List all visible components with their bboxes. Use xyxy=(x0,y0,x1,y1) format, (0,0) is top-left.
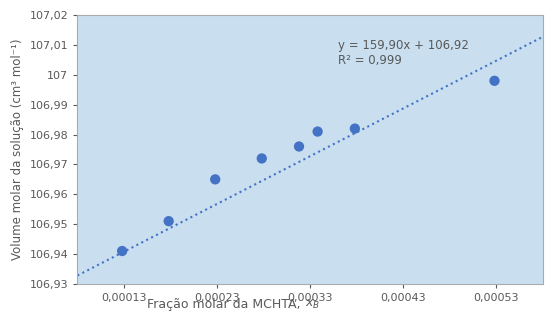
Text: y = 159,90x + 106,92
R² = 0,999: y = 159,90x + 106,92 R² = 0,999 xyxy=(338,39,469,67)
Point xyxy=(351,126,360,131)
Point xyxy=(295,144,304,149)
Point xyxy=(490,78,499,83)
Text: Fração molar da MCHTA,: Fração molar da MCHTA, xyxy=(147,298,305,311)
Text: $x_B$: $x_B$ xyxy=(305,298,320,311)
Point xyxy=(117,248,126,253)
Point xyxy=(313,129,322,134)
Y-axis label: Volume molar da solução (cm³ mol⁻¹): Volume molar da solução (cm³ mol⁻¹) xyxy=(11,39,24,260)
Point xyxy=(164,219,173,224)
Point xyxy=(257,156,266,161)
Point xyxy=(211,177,219,182)
